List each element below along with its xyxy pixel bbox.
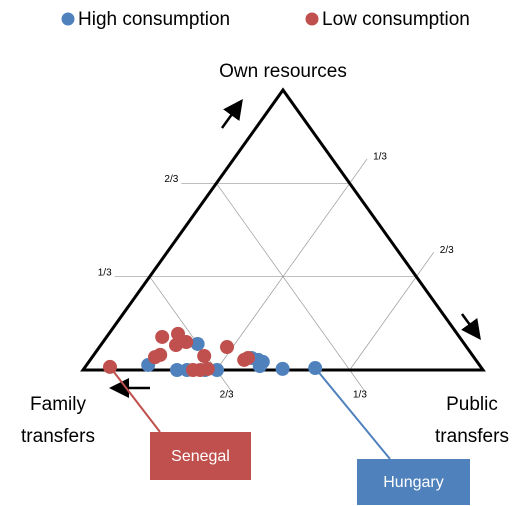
- leader-line: [109, 366, 161, 433]
- legend-label: Low consumption: [322, 9, 470, 30]
- point: [103, 359, 117, 374]
- annotation: Hungary: [383, 474, 443, 491]
- point: [275, 361, 290, 376]
- point: [308, 361, 323, 376]
- point: [190, 336, 205, 351]
- legend-marker: [61, 12, 75, 26]
- point: [220, 340, 234, 355]
- arrow: [220, 98, 243, 129]
- point: [255, 354, 270, 369]
- point: [197, 349, 212, 363]
- legend-label: High consumption: [78, 9, 230, 30]
- annotation-box: [150, 432, 251, 480]
- point: [186, 363, 200, 377]
- grid: [114, 158, 435, 393]
- tick-label: 1/3: [353, 389, 367, 400]
- grid-line: [216, 158, 368, 371]
- legend-marker: [305, 12, 319, 26]
- tick-label: 2/3: [220, 389, 234, 400]
- point: [155, 329, 170, 344]
- grid-line: [349, 252, 435, 371]
- annotation: Senegal: [171, 448, 230, 465]
- point: [200, 361, 215, 376]
- tick-label: 2/3: [440, 245, 454, 256]
- tick-label: 1/3: [98, 267, 112, 278]
- point: [179, 335, 194, 349]
- axis-label: Own resources: [219, 61, 347, 82]
- annotation-box: [357, 459, 470, 505]
- grid-line: [216, 183, 367, 393]
- point: [153, 347, 168, 362]
- tick-label: 1/3: [373, 152, 387, 163]
- point: [170, 363, 184, 377]
- axis-label: Family transfers: [21, 394, 95, 447]
- axis-label: Public transfers: [435, 394, 509, 447]
- tick-label: 2/3: [164, 174, 178, 185]
- triangle: [80, 87, 486, 372]
- leader-line: [314, 367, 391, 460]
- arrow: [460, 313, 481, 341]
- point: [241, 350, 255, 365]
